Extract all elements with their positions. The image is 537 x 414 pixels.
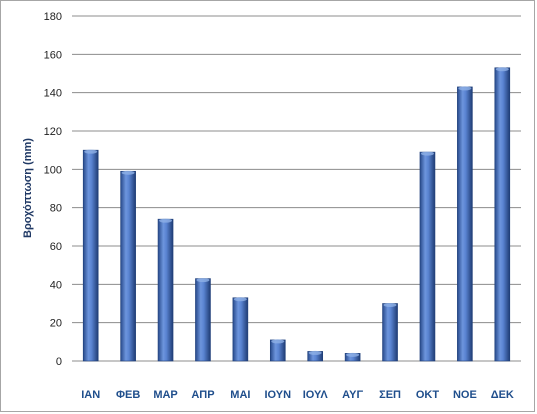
- y-tick-label: 40: [50, 279, 62, 291]
- y-tick-label: 140: [44, 88, 62, 100]
- bar-ΝΟΕ: [457, 86, 473, 362]
- x-category-label: ΦΕΒ: [116, 389, 140, 401]
- bar-cap: [383, 303, 397, 307]
- bar-cap: [458, 86, 472, 91]
- bar-ΜΑΙ: [232, 297, 249, 362]
- x-category-label: ΙΟΥΝ: [264, 389, 291, 401]
- bar-ΣΕΠ: [382, 303, 398, 362]
- y-tick-label: 120: [44, 126, 62, 138]
- x-category-label: ΑΠΡ: [191, 389, 214, 401]
- x-category-label: ΙΟΥΛ: [303, 389, 329, 401]
- y-tick-label: 180: [44, 11, 62, 23]
- y-tick-label: 0: [56, 356, 62, 368]
- x-category-label: ΙΑΝ: [81, 389, 100, 401]
- y-axis-title: Βροχόπτωση (mm): [22, 138, 34, 238]
- bar-cap: [233, 297, 247, 302]
- y-tick-label: 80: [50, 203, 62, 215]
- x-category-label: ΜΑΙ: [230, 389, 250, 401]
- bar-ΑΠΡ: [195, 278, 211, 362]
- y-tick-label: 100: [44, 164, 62, 176]
- bar-cap: [308, 350, 322, 355]
- x-category-label: ΝΟΕ: [453, 389, 477, 401]
- bar-ΦΕΒ: [120, 170, 136, 362]
- x-category-label: ΣΕΠ: [379, 389, 401, 401]
- bar-cap: [495, 67, 509, 72]
- y-tick-label: 160: [44, 49, 62, 61]
- x-category-label: ΜΑΡ: [153, 389, 177, 401]
- bars: [82, 67, 511, 362]
- bar-cap: [420, 151, 434, 156]
- x-axis-categories: ΙΑΝ ΦΕΒ ΜΑΡ ΑΠΡ ΜΑΙ ΙΟΥΝ ΙΟΥΛ ΑΥΓ ΣΕΠ ΟΚΤ ΝΟΕ ΔΕΚ: [81, 389, 514, 401]
- x-category-label: ΔΕΚ: [491, 389, 514, 401]
- bar-cap: [346, 352, 360, 357]
- bar-cap: [121, 170, 135, 175]
- bar-cap: [159, 218, 173, 223]
- bar-cap: [84, 149, 98, 154]
- bar-ΜΑΡ: [157, 218, 174, 362]
- y-axis-ticks: 0 20 40 60 80 100 120 140 160 180: [44, 11, 62, 368]
- bar-ΔΕΚ: [494, 67, 511, 362]
- x-category-label: ΑΥΓ: [342, 389, 363, 401]
- bar-ΟΚΤ: [419, 151, 436, 362]
- bar-cap: [271, 339, 285, 344]
- y-tick-label: 60: [50, 241, 62, 253]
- bar-ΙΑΝ: [82, 149, 99, 362]
- bar-cap: [196, 278, 210, 283]
- x-category-label: ΟΚΤ: [416, 389, 440, 401]
- gridlines: [72, 15, 521, 362]
- y-tick-label: 20: [50, 318, 62, 330]
